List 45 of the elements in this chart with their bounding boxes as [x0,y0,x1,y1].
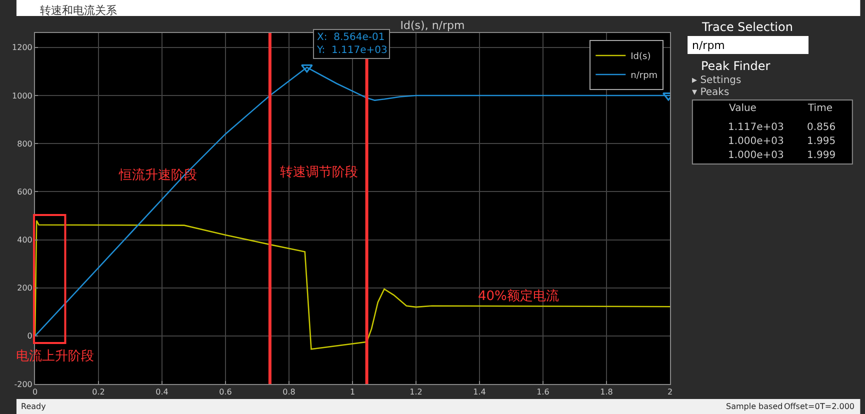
y-tick-label: 800 [17,139,32,148]
y-tick-label: 1200 [12,43,32,52]
annotation: 电流上升阶段 [16,348,94,364]
annotation: X: 8.564e-01 Y: 1.117e+03 [316,32,388,56]
text: Value [729,103,756,114]
y-tick-label: 600 [17,187,32,196]
x-tick-label: 1 [350,388,356,397]
y-tick-label: 400 [17,236,32,245]
x-tick-label: 1.4 [473,388,486,397]
chart-title: Id(s), n/rpm [400,18,465,32]
x-tick-label: 0.6 [219,388,232,397]
text: Time [807,103,832,114]
text: 1.117e+03 [728,122,784,133]
text: ▸ Settings [692,75,742,86]
x-tick-label: 0.4 [156,388,168,397]
y-tick-label: -200 [14,380,32,389]
x-tick-label: 1.8 [600,388,613,397]
text: Ready [21,402,46,411]
text: 1.000e+03 [728,136,784,147]
x-tick-label: 2 [667,388,673,397]
line-series [35,220,670,350]
x-tick-label: 1.6 [536,388,550,397]
text: ▾ Peaks [692,87,730,98]
annotation: 转速调节阶段 [280,165,358,180]
text: 转速和电流关系 [40,4,117,17]
y-tick-label: 1000 [12,91,32,100]
legend-label: Id(s) [630,52,651,62]
text: 1.995 [807,136,836,147]
y-tick-label: 200 [17,284,32,293]
text: 1.999 [807,150,836,161]
text: T=2.000 [819,402,854,411]
x-tick-label: 1.2 [410,388,422,397]
text: Sample based [726,402,783,411]
y-tick-label: 0 [27,332,32,341]
text: 1.000e+03 [728,150,784,161]
text: 0.856 [807,122,836,133]
x-tick-label: 0.2 [92,388,105,397]
text: Offset=0 [784,402,820,411]
legend-label: n/rpm [630,71,658,82]
text: Peak Finder [701,59,770,73]
annotation: 恒流升速阶段 [118,167,197,183]
annotation: 40%额定电流 [478,288,559,304]
x-tick-label: 0.8 [282,388,296,397]
text: n/rpm [692,39,725,52]
text: Trace Selection [701,20,793,34]
